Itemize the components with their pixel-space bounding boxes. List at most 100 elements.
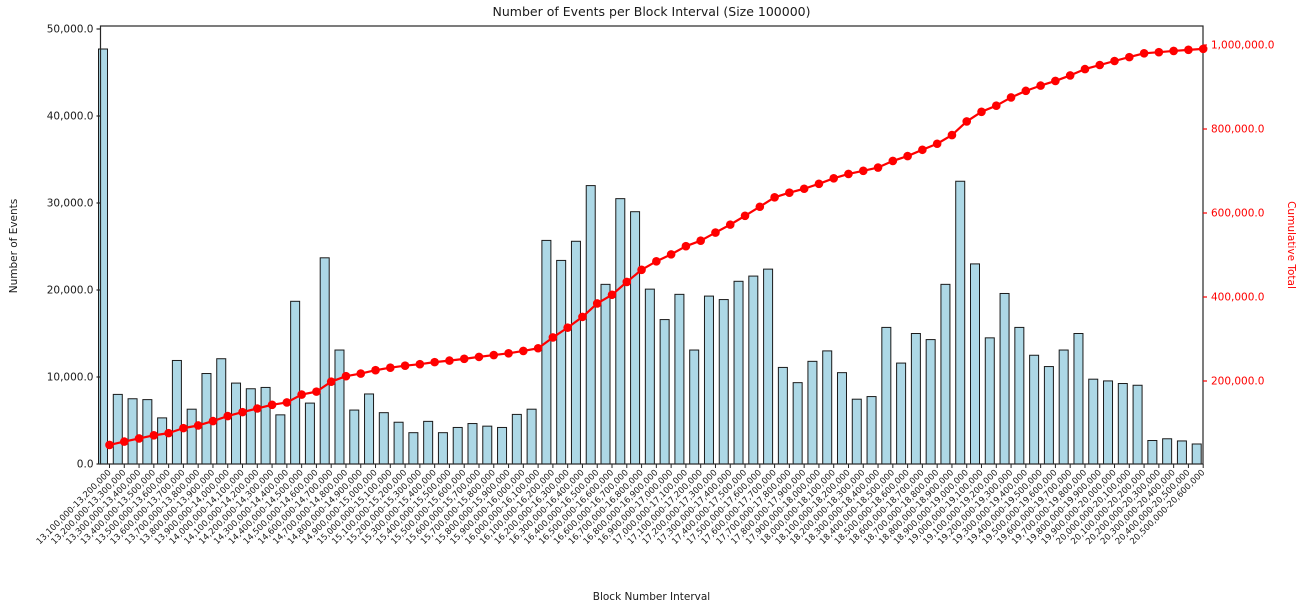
cumulative-point (578, 312, 587, 322)
cumulative-point (193, 421, 203, 430)
bar (733, 280, 744, 465)
cumulative-point (607, 290, 617, 300)
cumulative-point (711, 228, 720, 237)
bar (1176, 440, 1187, 465)
cumulative-line (109, 47, 1204, 447)
bar (437, 432, 448, 465)
cumulative-point (459, 354, 469, 364)
bar (615, 198, 626, 465)
cumulative-point (474, 352, 484, 362)
cumulative-point (991, 101, 1001, 110)
cumulative-point (208, 416, 218, 426)
y-axis-tick-label-left: 10,000.0 (47, 372, 94, 384)
bar (748, 275, 759, 465)
bar (970, 263, 980, 465)
bar (1073, 333, 1084, 465)
cumulative-point (785, 188, 794, 197)
cumulative-point (858, 166, 868, 176)
bar (334, 349, 345, 465)
cumulative-point (770, 193, 779, 202)
bar (674, 293, 685, 465)
cumulative-point (519, 346, 528, 356)
y-axis-tick-label-right: 600,000.0 (1211, 208, 1264, 220)
cumulative-point (844, 169, 853, 179)
cumulative-point (622, 277, 632, 287)
cumulative-point (740, 211, 750, 221)
cumulative-point (326, 377, 336, 386)
bar (1191, 443, 1202, 465)
cumulative-point (666, 250, 676, 259)
cumulative-point (119, 437, 129, 446)
cumulative-point (371, 365, 380, 375)
bar (1103, 380, 1114, 465)
bar (186, 408, 197, 465)
cumulative-point (1169, 46, 1178, 56)
cumulative-point (489, 350, 499, 360)
cumulative-point (267, 400, 277, 410)
y-axis-tick-label-right: 800,000.0 (1211, 124, 1264, 136)
bar (290, 300, 301, 465)
y-axis-tick-label-right: 1,000,000.0 (1211, 40, 1274, 52)
bar (497, 426, 508, 465)
cumulative-point (1139, 49, 1149, 58)
bar (349, 409, 360, 465)
cumulative-point (445, 356, 454, 365)
chart-title: Number of Events per Block Interval (Siz… (492, 4, 811, 19)
cumulative-point (962, 117, 972, 126)
cumulative-point (356, 369, 366, 378)
bar (1088, 378, 1099, 465)
bar (216, 358, 227, 465)
cumulative-point (386, 363, 395, 373)
cumulative-point (1036, 81, 1045, 90)
cumulative-point (1080, 64, 1090, 74)
cumulative-point (430, 357, 439, 367)
bar (112, 393, 123, 465)
cumulative-point (1110, 56, 1119, 66)
bar (423, 420, 434, 465)
bar (556, 259, 567, 465)
bar (807, 360, 818, 465)
bar (881, 326, 892, 465)
bar (142, 399, 153, 465)
x-axis-label: Block Number Interval (592, 591, 711, 603)
cumulative-point (297, 390, 306, 399)
bar (393, 421, 404, 465)
cumulative-point (1021, 86, 1031, 96)
bar (984, 337, 995, 465)
cumulative-point (814, 179, 824, 189)
cumulative-point (1065, 71, 1075, 80)
cumulative-point (755, 202, 765, 212)
cumulative-point (903, 151, 912, 161)
bar (526, 408, 537, 465)
cumulative-point (1095, 60, 1105, 70)
cumulative-point (341, 371, 351, 381)
cumulative-point (696, 236, 705, 245)
bar (1043, 366, 1054, 465)
bar (1132, 384, 1143, 465)
bar (630, 211, 641, 465)
bar (231, 382, 242, 465)
cumulative-point (725, 220, 735, 229)
cumulative-point (888, 156, 898, 166)
bar (127, 398, 138, 465)
bar (703, 295, 714, 465)
cumulative-point (282, 398, 292, 407)
bar (408, 432, 419, 465)
bar (644, 288, 655, 465)
cumulative-point (1198, 44, 1208, 54)
bar (689, 349, 700, 465)
cumulative-point (1006, 93, 1016, 102)
bar (896, 362, 907, 465)
y-axis-tick-label-left: 50,000.0 (47, 24, 94, 36)
cumulative-point (592, 299, 602, 308)
cumulative-point (829, 174, 839, 183)
cumulative-point (548, 333, 558, 342)
y-axis-tick-label-left: 20,000.0 (47, 285, 94, 297)
bar (467, 423, 478, 465)
bar (245, 388, 256, 465)
bar (541, 239, 552, 465)
bar (836, 372, 847, 465)
bar (718, 299, 729, 465)
